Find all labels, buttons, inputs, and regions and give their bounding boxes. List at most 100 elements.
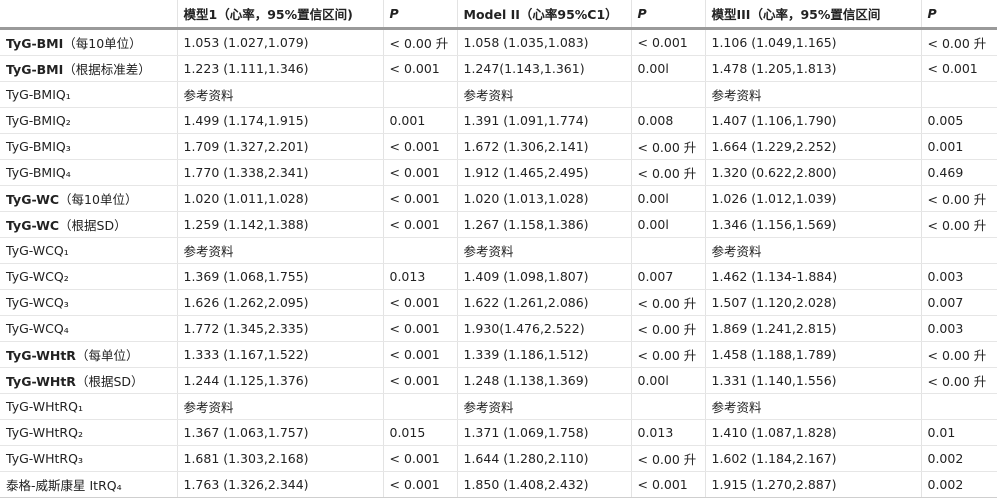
model3-hr-cell: 1.026 (1.012,1.039) [704,185,921,212]
row-label-cell: TyG-WHtRQ₁ [0,393,177,420]
row-label: TyG-WHtRQ₃ [6,451,83,466]
row-label: （每单位） [75,348,139,363]
table-row: TyG-WC（根据SD） 1.259 (1.142,1.388) < 0.001 1.… [0,211,997,238]
row-label-cell: TyG-WHtRQ₃ [0,445,177,472]
model2-hr-cell: 1.622 (1.261,2.086) [456,289,631,316]
model3-hr-cell: 参考资料 [704,237,921,264]
row-label-cell: TyG-BMIQ₄ [0,159,177,186]
header-cell-p3: P [920,0,997,30]
table-row: TyG-WCQ₂ 1.369 (1.068,1.755) 0.013 1.409 (1… [0,263,997,290]
model1-p-cell: < 0.001 [382,55,457,82]
model3-hr-cell: 1.410 (1.087,1.828) [704,419,921,446]
header-cell-model2: Model II（心率95%C1） [456,0,631,30]
model1-hr-cell: 1.333 (1.167,1.522) [176,341,383,368]
model1-hr-cell: 1.053 (1.027,1.079) [176,28,383,56]
table-row: TyG-BMIQ₁ 参考资料 参考资料 参考资料 [0,81,997,108]
model3-hr-cell: 1.869 (1.241,2.815) [704,315,921,342]
model3-hr-cell: 1.331 (1.140,1.556) [704,367,921,394]
model1-hr-cell: 1.770 (1.338,2.341) [176,159,383,186]
model1-hr-cell: 1.772 (1.345,2.335) [176,315,383,342]
header-row: 模型1（心率，95%置信区间) P Model II（心率95%C1） P 模型… [0,0,997,30]
model1-p-cell [382,81,457,108]
model3-p-cell: 0.007 [920,289,997,316]
model1-p-cell: < 0.001 [382,445,457,472]
model2-p-cell: 0.00l [630,185,705,212]
row-label: （根据标准差） [63,62,151,77]
model3-p-cell: 0.001 [920,133,997,160]
model3-p-cell: 0.01 [920,419,997,446]
model2-hr-cell: 1.339 (1.186,1.512) [456,341,631,368]
table-row: TyG-BMI（根据标准差） 1.223 (1.111,1.346) < 0.001… [0,55,997,82]
model2-p-cell: < 0.00 升 [630,133,705,160]
row-label-cell: TyG-WC（根据SD） [0,211,177,238]
model1-hr-cell: 1.244 (1.125,1.376) [176,367,383,394]
model1-hr-cell: 1.223 (1.111,1.346) [176,55,383,82]
table-row: TyG-WHtR（根据SD） 1.244 (1.125,1.376) < 0.001… [0,367,997,394]
model2-p-cell: < 0.00 升 [630,159,705,186]
header-cell-model1: 模型1（心率，95%置信区间) [176,0,383,30]
model3-p-cell [920,393,997,420]
model1-hr-cell: 参考资料 [176,81,383,108]
model3-hr-cell: 参考资料 [704,81,921,108]
model2-hr-cell: 1.058 (1.035,1.083) [456,28,631,56]
model1-hr-cell: 1.020 (1.011,1.028) [176,185,383,212]
model2-hr-cell: 1.391 (1.091,1.774) [456,107,631,134]
model3-hr-cell: 1.602 (1.184,2.167) [704,445,921,472]
row-label-bold: TyG-WC [6,218,60,233]
model1-p-cell: 0.001 [382,107,457,134]
model3-p-cell [920,237,997,264]
row-label: TyG-WCQ₂ [6,269,69,284]
row-label-cell: TyG-BMIQ₁ [0,81,177,108]
model2-p-cell: 0.00l [630,367,705,394]
model1-hr-cell: 1.709 (1.327,2.201) [176,133,383,160]
model1-p-cell: < 0.001 [382,211,457,238]
model2-p-cell: < 0.00 升 [630,341,705,368]
model3-hr-cell: 1.320 (0.622,2.800) [704,159,921,186]
row-label-cell: TyG-WC（每10单位） [0,185,177,212]
header-cell-variable [0,0,177,30]
model3-p-cell: < 0.00 升 [920,211,997,238]
model3-hr-cell: 1.106 (1.049,1.165) [704,28,921,56]
row-label-cell: TyG-WCQ₁ [0,237,177,264]
row-label: （根据SD） [59,218,127,233]
model1-hr-cell: 1.259 (1.142,1.388) [176,211,383,238]
row-label-cell: TyG-BMI（根据标准差） [0,55,177,82]
model3-hr-cell: 1.458 (1.188,1.789) [704,341,921,368]
model3-p-cell: 0.003 [920,315,997,342]
model2-p-cell: 0.007 [630,263,705,290]
model1-hr-cell: 1.681 (1.303,2.168) [176,445,383,472]
row-label-cell: TyG-BMIQ₂ [0,107,177,134]
model1-p-cell: < 0.00 升 [382,28,457,56]
row-label: TyG-BMIQ₄ [6,165,71,180]
model2-p-cell [630,237,705,264]
row-label: （根据SD） [75,374,144,389]
header-cell-p1: P [382,0,457,30]
model1-hr-cell: 1.499 (1.174,1.915) [176,107,383,134]
row-label: TyG-WHtRQ₂ [6,425,83,440]
model3-p-cell: 0.002 [920,445,997,472]
model2-hr-cell: 1.930(1.476,2.522) [456,315,631,342]
model2-hr-cell: 参考资料 [456,237,631,264]
model2-p-cell: 0.013 [630,419,705,446]
model1-hr-cell: 1.367 (1.063,1.757) [176,419,383,446]
row-label: （每10单位） [63,36,142,51]
model1-p-cell: < 0.001 [382,289,457,316]
model1-hr-cell: 参考资料 [176,393,383,420]
model2-p-cell: 0.008 [630,107,705,134]
model1-p-cell: < 0.001 [382,341,457,368]
model3-p-cell: < 0.001 [920,55,997,82]
table-row: TyG-BMIQ₄ 1.770 (1.338,2.341) < 0.001 1.912… [0,159,997,186]
row-label-bold: TyG-BMI [6,62,64,77]
row-label-cell: TyG-BMIQ₃ [0,133,177,160]
row-label: TyG-WCQ₁ [6,243,69,258]
model1-p-cell [382,393,457,420]
model3-hr-cell: 1.462 (1.134-1.884) [704,263,921,290]
model1-p-cell: < 0.001 [382,159,457,186]
row-label-bold: TyG-WC [6,192,60,207]
model1-p-cell: 0.013 [382,263,457,290]
model1-p-cell: < 0.001 [382,185,457,212]
model2-hr-cell: 1.371 (1.069,1.758) [456,419,631,446]
model1-hr-cell: 1.369 (1.068,1.755) [176,263,383,290]
model3-p-cell [920,81,997,108]
table-row: TyG-BMIQ₃ 1.709 (1.327,2.201) < 0.001 1.672… [0,133,997,160]
